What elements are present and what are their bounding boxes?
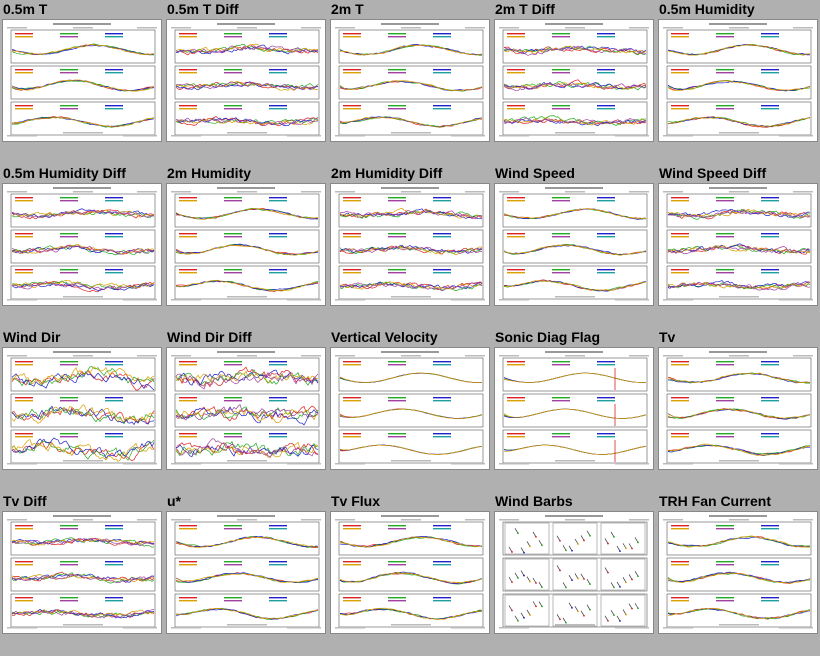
plot-title: Sonic Diag Flag (495, 329, 601, 345)
plot-thumbnail-image[interactable] (2, 511, 162, 634)
plot-image (171, 351, 321, 465)
plot-thumbnail-0-5m-humidity-diff[interactable]: 0.5m Humidity Diff (0, 164, 164, 328)
plot-thumbnail-wind-dir[interactable]: Wind Dir (0, 328, 164, 492)
plot-image (499, 515, 649, 629)
plot-image (171, 187, 321, 301)
plot-image (7, 187, 157, 301)
plot-thumbnail-2m-t-diff[interactable]: 2m T Diff (492, 0, 656, 164)
plot-thumbnail-0-5m-humidity[interactable]: 0.5m Humidity (656, 0, 820, 164)
plot-title: Tv Diff (3, 493, 47, 509)
plot-thumbnail-image[interactable] (330, 183, 490, 306)
plot-thumbnail-image[interactable] (330, 511, 490, 634)
plot-image (499, 23, 649, 137)
plot-thumbnail-tv-flux[interactable]: Tv Flux (328, 492, 492, 656)
plot-image (171, 515, 321, 629)
plot-title: Wind Speed Diff (659, 165, 767, 181)
plot-thumbnail-u[interactable]: u* (164, 492, 328, 656)
plot-title: Tv (659, 329, 676, 345)
plot-thumbnail-tv[interactable]: Tv (656, 328, 820, 492)
plot-image (663, 351, 813, 465)
plot-thumbnail-image[interactable] (166, 511, 326, 634)
plot-thumbnail-0-5m-t-diff[interactable]: 0.5m T Diff (164, 0, 328, 164)
plot-thumbnail-image[interactable] (494, 511, 654, 634)
plot-image (335, 187, 485, 301)
plot-thumbnail-sonic-diag-flag[interactable]: Sonic Diag Flag (492, 328, 656, 492)
plot-thumbnail-2m-humidity[interactable]: 2m Humidity (164, 164, 328, 328)
plot-image (7, 515, 157, 629)
plot-title: Wind Dir Diff (167, 329, 252, 345)
plot-thumbnail-image[interactable] (330, 347, 490, 470)
plot-thumbnail-vertical-velocity[interactable]: Vertical Velocity (328, 328, 492, 492)
plot-title: Wind Barbs (495, 493, 573, 509)
plot-thumbnail-image[interactable] (658, 183, 818, 306)
plot-title: u* (167, 493, 181, 509)
plot-title: TRH Fan Current (659, 493, 771, 509)
plot-thumbnail-image[interactable] (2, 347, 162, 470)
plot-image (7, 351, 157, 465)
plot-title: Wind Dir (3, 329, 61, 345)
plot-thumbnail-wind-speed-diff[interactable]: Wind Speed Diff (656, 164, 820, 328)
plot-thumbnail-image[interactable] (658, 511, 818, 634)
plot-image (7, 23, 157, 137)
plot-image (499, 351, 649, 465)
plot-title: 2m T Diff (495, 1, 555, 17)
plot-thumbnail-image[interactable] (330, 19, 490, 142)
plot-image (499, 187, 649, 301)
plot-thumbnail-wind-speed[interactable]: Wind Speed (492, 164, 656, 328)
plot-title: Vertical Velocity (331, 329, 438, 345)
plot-title: 0.5m T Diff (167, 1, 239, 17)
plot-thumbnail-2m-t[interactable]: 2m T (328, 0, 492, 164)
plot-image (335, 351, 485, 465)
plot-thumbnail-2m-humidity-diff[interactable]: 2m Humidity Diff (328, 164, 492, 328)
plot-image (335, 515, 485, 629)
plot-thumbnail-image[interactable] (494, 183, 654, 306)
plot-thumbnail-trh-fan-current[interactable]: TRH Fan Current (656, 492, 820, 656)
plot-title: 0.5m Humidity Diff (3, 165, 126, 181)
plot-thumbnail-image[interactable] (166, 183, 326, 306)
plot-title: 2m T (331, 1, 364, 17)
plot-thumbnail-image[interactable] (2, 19, 162, 142)
plot-thumbnail-image[interactable] (494, 19, 654, 142)
plot-image (663, 515, 813, 629)
plot-thumbnail-image[interactable] (658, 19, 818, 142)
plot-thumbnail-tv-diff[interactable]: Tv Diff (0, 492, 164, 656)
plot-image (171, 23, 321, 137)
plot-thumbnail-image[interactable] (658, 347, 818, 470)
plot-thumbnail-image[interactable] (494, 347, 654, 470)
plot-title: 2m Humidity (167, 165, 252, 181)
plot-image (335, 23, 485, 137)
plot-thumbnail-wind-dir-diff[interactable]: Wind Dir Diff (164, 328, 328, 492)
plot-thumbnail-0-5m-t[interactable]: 0.5m T (0, 0, 164, 164)
plot-thumbnail-image[interactable] (2, 183, 162, 306)
plot-title: 0.5m T (3, 1, 48, 17)
plot-thumbnail-image[interactable] (166, 19, 326, 142)
plot-thumbnail-wind-barbs[interactable]: Wind Barbs (492, 492, 656, 656)
plot-image (663, 23, 813, 137)
plot-title: 0.5m Humidity (659, 1, 755, 17)
plot-thumbnail-image[interactable] (166, 347, 326, 470)
plot-image (663, 187, 813, 301)
plot-title: 2m Humidity Diff (331, 165, 443, 181)
plot-title: Wind Speed (495, 165, 575, 181)
plot-title: Tv Flux (331, 493, 381, 509)
